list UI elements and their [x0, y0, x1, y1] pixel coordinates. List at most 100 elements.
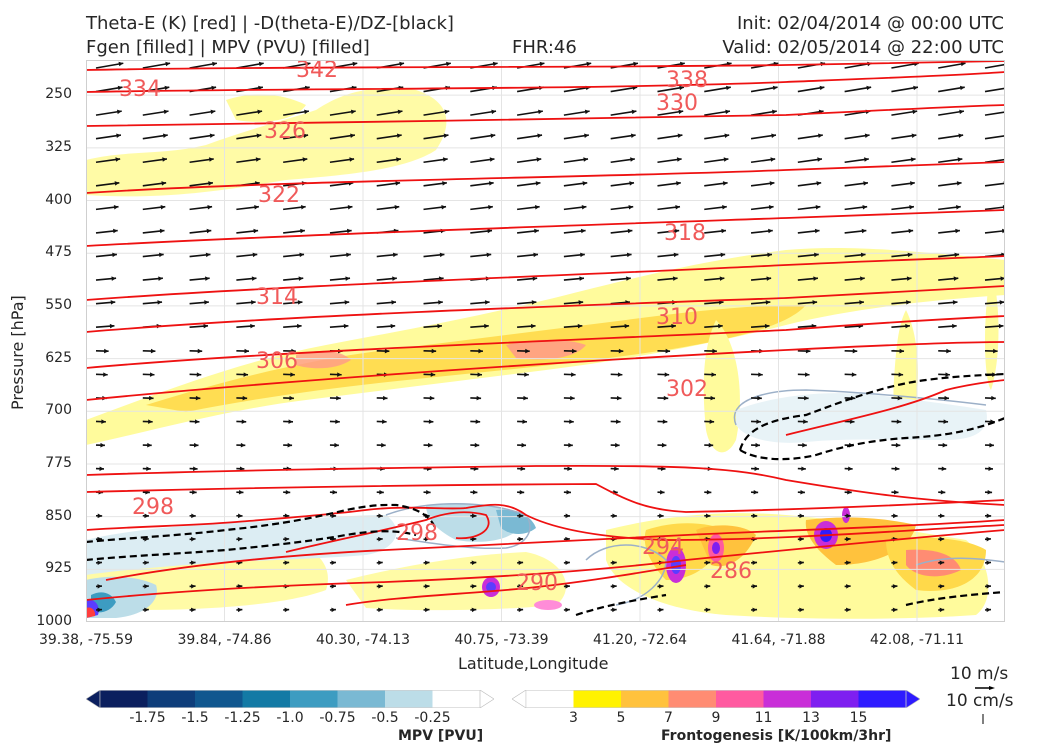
wind-vector — [844, 157, 869, 164]
wind-vector — [938, 157, 963, 164]
wind-vector — [423, 607, 430, 613]
colorbar-segment — [811, 690, 859, 708]
wind-vector — [797, 276, 818, 281]
wind-vector — [470, 228, 493, 234]
wind-vector — [704, 513, 711, 519]
theta-e-label: 322 — [258, 183, 300, 208]
wind-vector — [236, 323, 255, 329]
colorbar-tick-label: -1.5 — [181, 710, 209, 726]
wind-vector — [984, 348, 998, 354]
wind-vector — [236, 204, 259, 211]
theta-e-label: 294 — [642, 535, 684, 560]
wind-vector — [938, 372, 950, 377]
wind-vector — [750, 133, 777, 140]
wind-vector — [984, 489, 993, 495]
wind-vector — [938, 419, 949, 424]
wind-vector — [516, 133, 543, 140]
theta-e-label: 306 — [256, 349, 298, 374]
wind-vector — [236, 157, 261, 164]
wind-vector — [657, 204, 681, 211]
wind-vector — [938, 560, 945, 566]
wind-vector — [797, 228, 820, 234]
wind-vector — [563, 489, 572, 495]
colorbar-tick-label: -1.25 — [224, 710, 261, 726]
wind-vector — [797, 584, 804, 589]
wind-vector — [938, 513, 945, 519]
wind-vector — [517, 560, 524, 566]
wind-vector — [938, 395, 950, 401]
wind-vector — [517, 276, 538, 281]
wind-vector — [704, 276, 725, 281]
y-axis-label: Pressure [hPa] — [8, 295, 27, 410]
wind-vector — [329, 157, 355, 164]
wind-vector — [704, 560, 711, 566]
wind-vector — [751, 489, 759, 495]
wind-vector — [189, 395, 201, 401]
wind-vector — [984, 466, 994, 472]
wind-vector — [142, 560, 149, 566]
y-tick-label: 775 — [45, 454, 72, 471]
wind-vector — [891, 300, 911, 305]
wind-vector — [704, 204, 727, 211]
wind-vector — [984, 442, 994, 448]
wind-vector — [938, 348, 951, 354]
wind-vector — [236, 61, 264, 69]
wind-vector — [283, 372, 295, 377]
wind-vector — [376, 204, 400, 211]
wind-vector — [891, 372, 904, 377]
wind-vector — [189, 607, 196, 613]
wind-vector — [517, 489, 525, 495]
wind-vector — [610, 228, 633, 234]
wind-vector — [95, 513, 103, 519]
wind-vector — [563, 348, 577, 354]
wind-vector — [189, 513, 196, 519]
wind-vector — [517, 395, 528, 401]
wind-vector — [984, 607, 992, 613]
wind-vector — [189, 348, 203, 354]
theta-e-label: 286 — [710, 559, 752, 584]
wind-vector — [283, 157, 308, 164]
wind-vector — [750, 204, 774, 211]
wind-vector — [283, 560, 290, 566]
wind-vector — [470, 372, 483, 377]
x-axis-label: Latitude,Longitude — [458, 654, 609, 673]
wind-vector — [750, 300, 771, 305]
wind-vector — [95, 607, 103, 613]
wind-vector — [470, 419, 481, 424]
wind-vector — [984, 87, 1005, 93]
y-tick-label: 550 — [45, 296, 72, 313]
wind-vector — [283, 607, 290, 613]
wind-vector — [657, 419, 668, 424]
wind-vector — [938, 584, 945, 589]
wind-vector — [283, 204, 306, 211]
wind-vector — [329, 395, 341, 401]
wind-vector — [376, 276, 397, 281]
wind-vector — [657, 157, 682, 164]
wind-vector — [938, 204, 961, 211]
wind-vector — [610, 157, 635, 164]
wind-vector — [610, 442, 620, 448]
wind-vector — [704, 442, 714, 448]
wind-vector — [470, 157, 495, 164]
wind-vector — [704, 372, 716, 377]
wind-vector — [657, 252, 679, 258]
wind-vector — [657, 348, 671, 354]
wind-vector — [142, 252, 164, 258]
y-tick-label: 250 — [45, 86, 72, 103]
theta-e-label: 298 — [396, 521, 438, 546]
colorbar-tick-label: -0.25 — [414, 710, 451, 726]
wind-vector — [423, 584, 430, 589]
wind-vector — [283, 252, 305, 258]
wind-vector — [189, 157, 214, 164]
wind-vector — [797, 204, 821, 211]
theta-e-label: 302 — [666, 377, 708, 402]
wind-vector — [891, 395, 903, 401]
wind-vector — [938, 466, 947, 472]
wind-vector — [236, 372, 249, 377]
theta-e-contour — [86, 285, 1005, 333]
colorbar-segment — [432, 690, 481, 708]
wind-vector — [376, 157, 401, 164]
wind-vector — [95, 228, 118, 234]
wind-vector — [376, 536, 383, 542]
